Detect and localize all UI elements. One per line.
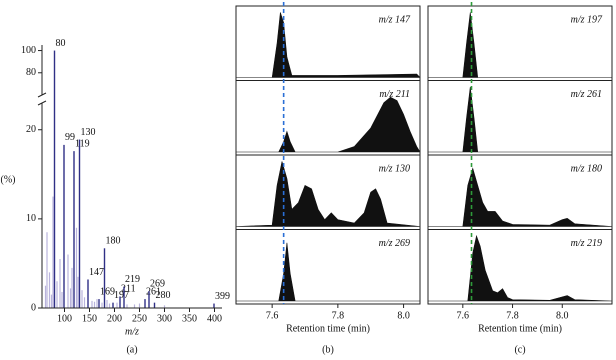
x-tick-label: 8.0 bbox=[397, 310, 410, 321]
minor-peak bbox=[56, 281, 58, 308]
minor-peak bbox=[116, 302, 118, 308]
caption: (b) bbox=[322, 344, 334, 355]
x-tick-label: 7.6 bbox=[457, 310, 470, 321]
minor-peak bbox=[75, 227, 78, 308]
peak bbox=[103, 248, 106, 308]
y-tick-label: 100 bbox=[21, 45, 36, 56]
x-tick-label: 8.0 bbox=[556, 310, 569, 321]
x-tick-label: 350 bbox=[182, 313, 197, 324]
x-tick-label: 7.8 bbox=[332, 310, 345, 321]
x-tick-label: 7.8 bbox=[506, 310, 519, 321]
x-axis-label: Retention time (min) bbox=[286, 323, 370, 334]
peak bbox=[213, 303, 215, 308]
minor-peak bbox=[71, 267, 73, 308]
caption: (a) bbox=[126, 344, 137, 355]
x-tick-label: 250 bbox=[132, 313, 147, 324]
minor-peak bbox=[61, 291, 63, 308]
peak-label: 80 bbox=[56, 38, 66, 49]
minor-peak bbox=[59, 258, 61, 308]
peak bbox=[153, 302, 156, 308]
peak-label: 280 bbox=[156, 290, 171, 301]
peak-label: 180 bbox=[106, 236, 121, 247]
chromatogram bbox=[236, 12, 421, 78]
minor-peak bbox=[77, 276, 79, 308]
y-tick-label: 0 bbox=[31, 302, 36, 313]
peak-label: 99 bbox=[65, 132, 75, 143]
y-tick-label: 80 bbox=[26, 67, 36, 78]
peak bbox=[53, 50, 56, 309]
axis-break bbox=[37, 100, 47, 106]
peak bbox=[87, 279, 89, 308]
minor-peak bbox=[108, 303, 111, 308]
minor-peak bbox=[138, 303, 141, 308]
peak bbox=[78, 139, 81, 308]
peak bbox=[98, 299, 100, 308]
chromatogram bbox=[428, 12, 612, 78]
peak-label: 261 bbox=[146, 286, 161, 297]
peak-label: 211 bbox=[121, 284, 136, 295]
peak bbox=[119, 296, 121, 308]
x-tick-label: 100 bbox=[57, 313, 72, 324]
trace-label: m/z 180 bbox=[571, 163, 602, 174]
minor-peak bbox=[83, 297, 86, 308]
peak bbox=[63, 144, 65, 308]
chromatogram bbox=[236, 242, 420, 302]
x-tick-label: 400 bbox=[207, 313, 222, 324]
panel-frame bbox=[427, 5, 613, 305]
peak-label: 219 bbox=[125, 274, 140, 285]
minor-peak bbox=[163, 305, 166, 308]
peak-label: 147 bbox=[89, 267, 104, 278]
minor-peak bbox=[93, 301, 96, 308]
x-tick-label: 300 bbox=[157, 313, 172, 324]
trace-label: m/z 269 bbox=[379, 238, 410, 249]
y-tick-label: 20 bbox=[26, 124, 36, 135]
minor-peak bbox=[96, 299, 98, 308]
y-axis-label: (%) bbox=[1, 174, 16, 185]
peak-label: 130 bbox=[81, 127, 96, 138]
minor-peak bbox=[46, 232, 48, 308]
peak bbox=[112, 302, 114, 308]
x-axis-label: Retention time (min) bbox=[478, 323, 562, 334]
peak bbox=[148, 291, 150, 308]
minor-peak bbox=[67, 254, 69, 308]
chromatogram bbox=[235, 161, 421, 227]
chromatogram bbox=[428, 234, 613, 302]
y-tick-label: 10 bbox=[26, 213, 36, 224]
caption: (c) bbox=[514, 344, 525, 355]
minor-peak bbox=[126, 304, 128, 308]
peak-label: 197 bbox=[114, 290, 129, 301]
panel-frame bbox=[235, 5, 421, 305]
peak bbox=[144, 299, 146, 308]
trace-label: m/z 130 bbox=[379, 163, 410, 174]
peak-label: 399 bbox=[215, 291, 230, 302]
trace-label: m/z 261 bbox=[571, 89, 602, 100]
trace-label: m/z 147 bbox=[379, 14, 411, 25]
x-tick-label: 200 bbox=[107, 313, 122, 324]
peak bbox=[123, 286, 125, 308]
minor-peak bbox=[106, 299, 108, 308]
chromatogram bbox=[236, 96, 421, 153]
x-axis-label: m/z bbox=[125, 326, 139, 337]
peak bbox=[73, 151, 75, 308]
trace-label: m/z 211 bbox=[379, 89, 410, 100]
minor-peak bbox=[81, 290, 83, 308]
minor-peak bbox=[48, 272, 51, 308]
minor-peak bbox=[50, 294, 53, 308]
axis-break bbox=[37, 92, 47, 98]
x-tick-label: 7.6 bbox=[266, 310, 279, 321]
peak-label: 269 bbox=[150, 278, 165, 289]
minor-peak bbox=[69, 288, 72, 308]
minor-peak bbox=[91, 300, 93, 308]
peak-label: 119 bbox=[75, 138, 90, 149]
peak-label: 169 bbox=[100, 286, 115, 297]
minor-peak bbox=[133, 304, 136, 308]
minor-peak bbox=[52, 196, 54, 308]
minor-peak bbox=[44, 285, 47, 308]
x-tick-label: 150 bbox=[82, 313, 97, 324]
trace-label: m/z 219 bbox=[571, 238, 602, 249]
trace-label: m/z 197 bbox=[571, 14, 603, 25]
minor-peak bbox=[101, 302, 103, 308]
chromatogram bbox=[428, 167, 613, 227]
